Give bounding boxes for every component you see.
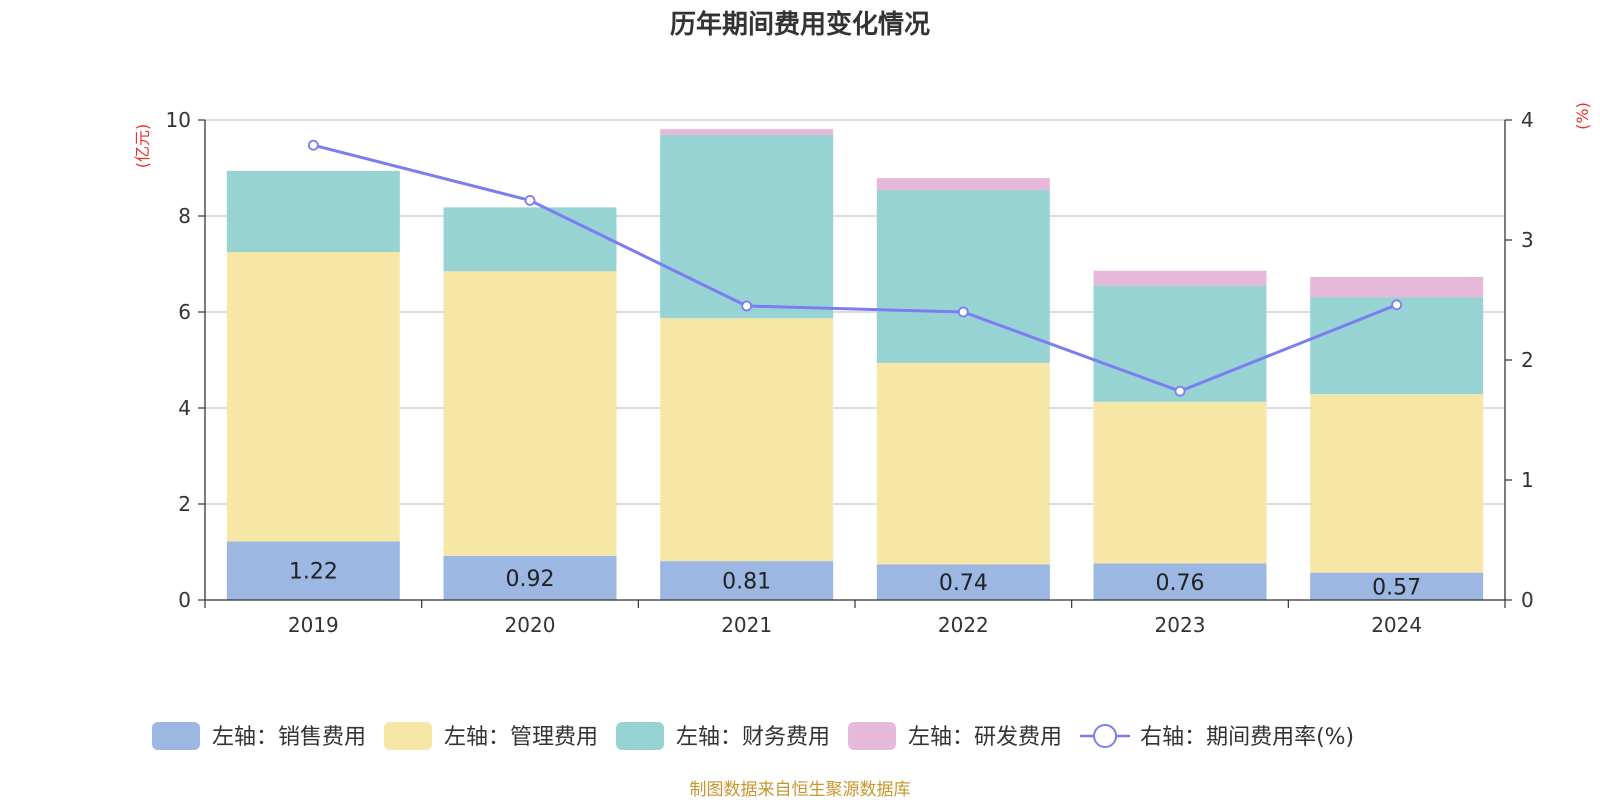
- bar-sales[interactable]: [226, 541, 400, 600]
- x-tick-label: 2020: [505, 613, 556, 637]
- bar-finance[interactable]: [1093, 285, 1267, 402]
- legend-label: 左轴：销售费用: [212, 725, 366, 750]
- right-tick-label: 2: [1521, 348, 1534, 372]
- bar-sales[interactable]: [876, 564, 1050, 600]
- right-axis-unit: (%): [1573, 102, 1592, 130]
- bar-admin[interactable]: [1310, 394, 1484, 573]
- left-tick-label: 6: [178, 300, 191, 324]
- bar-admin[interactable]: [1093, 401, 1267, 564]
- data-label: 0.57: [1372, 575, 1421, 600]
- x-tick-label: 2022: [938, 613, 989, 637]
- bar-admin[interactable]: [660, 318, 834, 562]
- rate-line: [312, 143, 1398, 393]
- legend-item-sales[interactable]: 左轴：销售费用: [152, 722, 366, 750]
- source-note: 制图数据来自恒生聚源数据库: [690, 780, 911, 800]
- left-tick-label: 2: [178, 492, 191, 516]
- left-tick-label: 8: [178, 204, 191, 228]
- bar-admin[interactable]: [443, 271, 617, 556]
- bar-finance[interactable]: [443, 207, 617, 272]
- bar-sales[interactable]: [660, 561, 834, 600]
- data-label: 1.22: [289, 560, 338, 585]
- rate-point[interactable]: [957, 306, 969, 318]
- right-tick-label: 0: [1521, 588, 1534, 612]
- right-tick-label: 1: [1521, 468, 1534, 492]
- legend-swatch: [152, 722, 200, 750]
- bar-finance[interactable]: [876, 190, 1050, 363]
- legend-label: 右轴：期间费用率(%): [1140, 725, 1354, 750]
- bar-admin[interactable]: [226, 252, 400, 542]
- expense-rate-line: [307, 139, 1403, 397]
- bar-finance[interactable]: [226, 170, 400, 252]
- bar-rnd[interactable]: [1093, 270, 1267, 286]
- rate-point[interactable]: [1174, 385, 1186, 397]
- legend-item-line[interactable]: 右轴：期间费用率(%): [1080, 724, 1354, 750]
- bar-rnd[interactable]: [1310, 276, 1484, 298]
- legend: 左轴：销售费用 左轴：管理费用 左轴：财务费用 左轴：研发费用 右轴：期间费用率(%): [152, 722, 1354, 750]
- data-labels: 1.22 0.92 0.81 0.74 0.76 0.57: [289, 560, 1421, 601]
- right-tick-label: 4: [1521, 108, 1534, 132]
- bar-finance[interactable]: [1310, 297, 1484, 395]
- chart-title: 历年期间费用变化情况: [670, 9, 930, 40]
- legend-label: 左轴：财务费用: [676, 725, 830, 750]
- bar-stacks: [226, 129, 1484, 600]
- bar-admin[interactable]: [876, 362, 1050, 565]
- legend-item-finance[interactable]: 左轴：财务费用: [616, 722, 830, 750]
- rate-point[interactable]: [741, 300, 753, 312]
- axes: 0 2 4 6 8 10 0 1 2 3 4 2019 2020 2021 2022 2023 2024: [166, 108, 1534, 637]
- bar-finance[interactable]: [660, 134, 834, 319]
- legend-swatch: [616, 722, 665, 750]
- data-label: 0.76: [1156, 571, 1205, 596]
- legend-label: 左轴：管理费用: [444, 725, 598, 750]
- legend-item-rnd[interactable]: 左轴：研发费用: [848, 722, 1062, 750]
- rate-point[interactable]: [524, 194, 536, 206]
- data-label: 0.81: [722, 570, 771, 595]
- x-tick-label: 2024: [1371, 613, 1422, 637]
- right-tick-label: 3: [1521, 228, 1534, 252]
- left-tick-label: 10: [166, 108, 191, 132]
- bar-sales[interactable]: [1310, 572, 1484, 600]
- left-tick-label: 4: [178, 396, 191, 420]
- rate-point[interactable]: [307, 139, 319, 151]
- bar-sales[interactable]: [443, 555, 617, 600]
- bar-sales[interactable]: [1093, 563, 1267, 600]
- bar-rnd[interactable]: [876, 178, 1050, 191]
- data-label: 0.92: [506, 567, 555, 592]
- rate-point[interactable]: [1391, 299, 1403, 311]
- legend-label: 左轴：研发费用: [908, 725, 1062, 750]
- x-tick-label: 2021: [721, 613, 772, 637]
- left-tick-label: 0: [178, 588, 191, 612]
- bar-rnd[interactable]: [660, 129, 834, 135]
- legend-item-admin[interactable]: 左轴：管理费用: [384, 722, 598, 750]
- x-tick-label: 2019: [288, 613, 339, 637]
- legend-marker: [1093, 724, 1118, 748]
- legend-swatch: [848, 722, 897, 750]
- left-axis-unit: (亿元): [133, 124, 152, 169]
- data-label: 0.74: [939, 571, 988, 596]
- legend-swatch: [384, 722, 433, 750]
- grid-lines: [205, 119, 1505, 505]
- x-tick-label: 2023: [1155, 613, 1206, 637]
